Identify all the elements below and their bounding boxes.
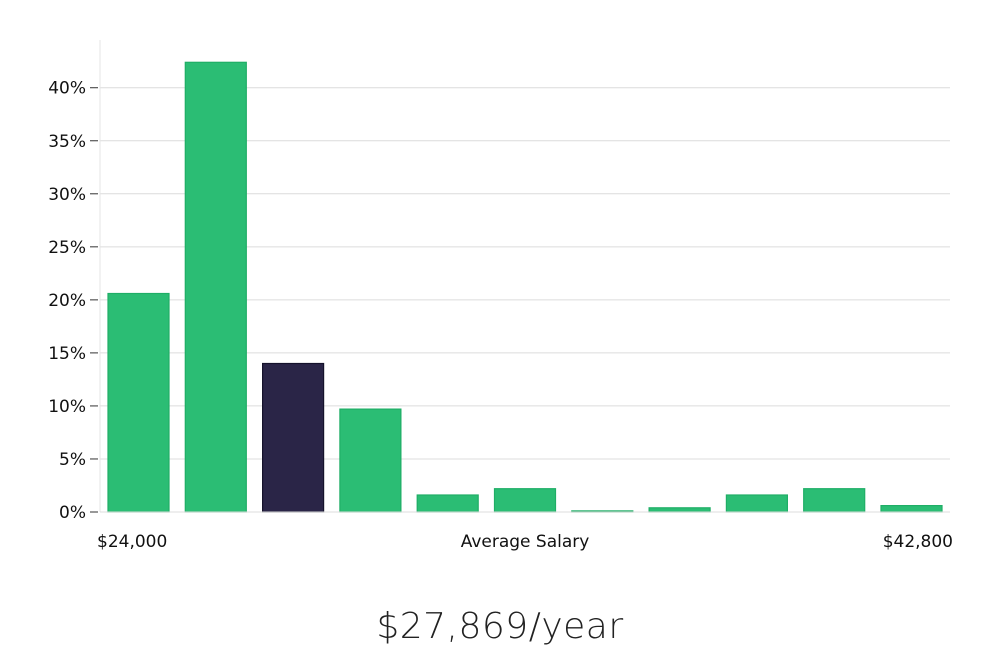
y-tick-label: 5% (59, 450, 86, 470)
y-axis-ticks: 0% 5% 10% 15% 20% 25% 30% 35% 40% (48, 79, 98, 523)
y-tick-label: 40% (48, 79, 86, 99)
bar (107, 292, 170, 513)
bar (725, 494, 789, 513)
bar (416, 494, 479, 513)
y-tick-label: 10% (48, 397, 86, 417)
bar (648, 507, 711, 513)
x-min-label: $24,000 (97, 532, 167, 552)
y-tick-label: 25% (48, 238, 86, 258)
bar (803, 488, 866, 513)
bar (880, 505, 943, 513)
bar (493, 488, 557, 513)
y-tick-label: 35% (48, 132, 86, 152)
x-axis-title: Average Salary (461, 532, 590, 552)
x-max-label: $42,800 (883, 532, 953, 552)
bar-highlighted (262, 362, 325, 513)
bar (339, 408, 402, 513)
bar (184, 61, 247, 513)
y-tick-label: 0% (59, 503, 86, 523)
y-tick-label: 15% (48, 344, 86, 364)
y-tick-label: 30% (48, 185, 86, 205)
salary-histogram: 0% 5% 10% 15% 20% 25% 30% 35% 40% $24,000 Averag… (48, 40, 953, 552)
y-tick-label: 20% (48, 291, 86, 311)
bars (107, 61, 943, 513)
average-salary-value: $27,869/year (376, 606, 624, 647)
